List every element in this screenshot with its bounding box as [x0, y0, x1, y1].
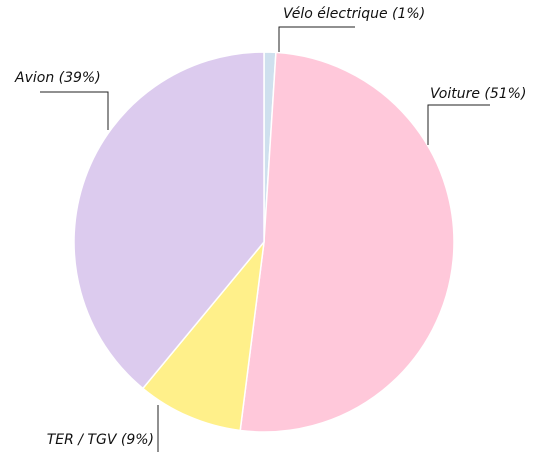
slice-label: Vélo électrique (1%): [283, 6, 425, 22]
slice-label: TER / TGV (9%): [47, 432, 154, 448]
pie-slice: [239, 51, 455, 433]
pie-slice: [73, 51, 265, 390]
slice-label: Avion (39%): [14, 70, 101, 86]
leader-line: [278, 26, 355, 52]
leader-line: [427, 104, 490, 145]
pie-slice: [141, 239, 266, 432]
slice-label: Voiture (51%): [430, 86, 526, 102]
leader-line: [40, 91, 109, 130]
